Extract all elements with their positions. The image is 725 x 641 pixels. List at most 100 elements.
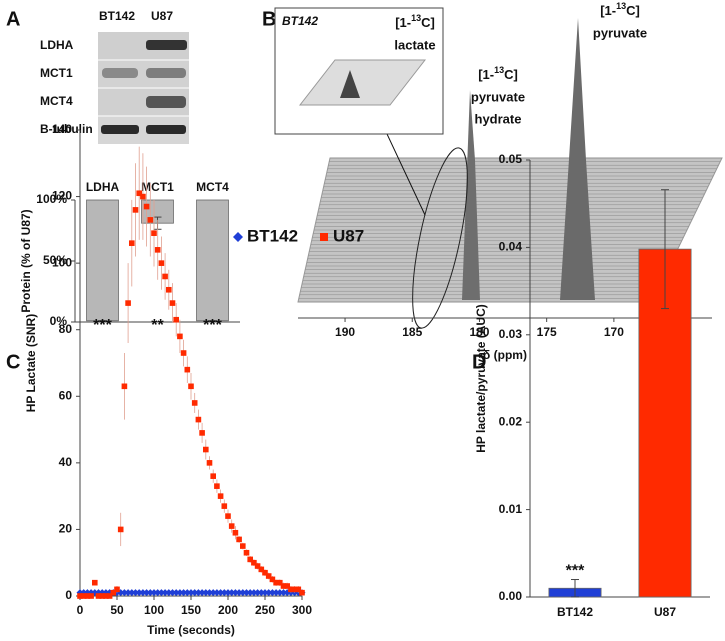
peak-label: hydrate	[475, 111, 522, 126]
label-part: [1-	[395, 15, 411, 30]
y-tick-label: 120	[52, 189, 72, 203]
point	[262, 569, 268, 576]
panel-letter: C	[6, 351, 20, 373]
legend-marker	[320, 233, 328, 241]
point	[128, 589, 136, 597]
point	[191, 589, 199, 597]
point	[258, 566, 265, 573]
y-tick-label: 80	[59, 322, 73, 336]
label-part: C]	[421, 15, 435, 30]
point	[210, 473, 216, 479]
x-tick-label: 175	[537, 325, 557, 339]
point	[272, 589, 280, 597]
blot-row: MCT4	[40, 94, 73, 108]
point	[135, 589, 143, 597]
point	[173, 316, 179, 323]
point	[157, 589, 165, 597]
x-axis-label: Time (seconds)	[147, 623, 235, 637]
point	[158, 260, 165, 266]
peak-label: [1-13C]	[600, 1, 640, 18]
point	[151, 230, 157, 236]
label-part: [1-	[478, 67, 494, 82]
point	[231, 589, 239, 597]
point	[203, 446, 209, 453]
point	[247, 556, 253, 563]
point	[88, 593, 94, 599]
point	[180, 350, 187, 356]
point	[198, 589, 206, 597]
significance: ***	[203, 317, 222, 334]
point	[268, 589, 276, 597]
point	[250, 589, 258, 597]
y-axis-label: Protein (% of U87)	[19, 209, 33, 312]
point	[187, 589, 195, 597]
point	[251, 559, 257, 566]
point	[180, 589, 188, 597]
significance: ***	[93, 317, 112, 334]
point	[162, 273, 168, 280]
point	[276, 589, 284, 597]
point	[124, 589, 132, 597]
peak-label: pyruvate	[471, 89, 525, 104]
y-tick-label: 140	[52, 122, 72, 136]
point	[143, 589, 151, 597]
point	[143, 203, 150, 210]
x-tick-label: 300	[292, 603, 312, 617]
point	[240, 543, 246, 549]
x-axis-label: δ (ppm)	[483, 348, 527, 362]
legend-label: BT142	[247, 226, 298, 245]
label-sup: 13	[411, 13, 421, 23]
legend-label: U87	[333, 226, 364, 245]
x-tick-label: 250	[255, 603, 275, 617]
point	[224, 589, 232, 597]
x-tick-label: 50	[110, 603, 124, 617]
panel-letter: D	[472, 351, 486, 373]
x-tick-label: 185	[402, 325, 422, 339]
point	[77, 593, 83, 599]
spectrum-drawing	[274, 7, 723, 329]
blot-row: B-tubulin	[40, 122, 93, 136]
point	[166, 286, 172, 293]
label-sup: 13	[616, 1, 626, 11]
point	[84, 593, 91, 599]
point	[254, 563, 261, 569]
point	[206, 589, 213, 597]
point	[114, 586, 120, 593]
y-tick-label: 40	[59, 455, 73, 469]
x-tick-label: MCT4	[196, 180, 229, 194]
x-tick-label: 150	[181, 603, 201, 617]
significance: ***	[566, 563, 585, 580]
point	[165, 589, 173, 597]
label-part: C]	[504, 67, 518, 82]
x-tick-label: 100	[144, 603, 164, 617]
point	[228, 589, 236, 597]
point	[254, 589, 262, 597]
label-part: [1-	[600, 3, 616, 18]
point	[121, 383, 128, 390]
point	[265, 589, 273, 597]
point	[117, 526, 124, 533]
y-tick-label: 20	[59, 522, 73, 536]
point	[154, 589, 162, 597]
point	[103, 593, 109, 599]
point	[110, 589, 117, 596]
point	[80, 593, 87, 599]
point	[150, 589, 158, 597]
point	[239, 589, 247, 597]
point	[209, 589, 217, 597]
point	[243, 549, 250, 556]
x-tick-label: LDHA	[86, 180, 120, 194]
legend-marker	[233, 232, 243, 242]
y-tick-label: 0%	[50, 314, 68, 328]
y-tick-label: 50%	[43, 253, 67, 267]
point	[125, 300, 131, 306]
point	[177, 333, 183, 340]
point	[277, 579, 283, 586]
x-tick-label: MCT1	[141, 180, 174, 194]
point	[295, 586, 302, 593]
y-tick-label: 0.03	[499, 327, 523, 341]
blot-row: MCT1	[40, 66, 73, 80]
point	[176, 589, 184, 597]
